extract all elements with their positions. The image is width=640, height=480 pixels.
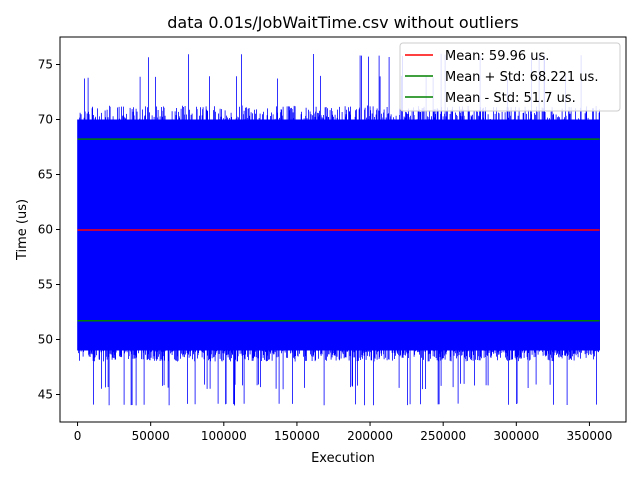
x-axis-label: Execution <box>311 451 375 466</box>
legend-entry-mean-plus-std-label: Mean + Std: 68.221 us. <box>445 70 598 85</box>
x-axis-ticks: 0 50000 100000 150000 200000 250000 300000 3500… <box>74 422 613 443</box>
x-tick-label: 150000 <box>274 429 320 443</box>
x-tick-label: 200000 <box>347 429 393 443</box>
x-tick-label: 250000 <box>420 429 466 443</box>
series-layer <box>77 53 600 406</box>
y-axis-label: Time (us) <box>15 199 30 261</box>
raw-series-line <box>77 53 600 406</box>
x-tick-label: 100000 <box>201 429 247 443</box>
y-tick-label: 75 <box>38 58 53 72</box>
chart-title: data 0.01s/JobWaitTime.csv without outli… <box>167 13 518 32</box>
legend-entry-mean-minus-std-label: Mean - Std: 51.7 us. <box>445 91 576 106</box>
x-tick-label: 50000 <box>132 429 170 443</box>
legend-box <box>399 42 621 112</box>
legend-items: Mean: 59.96 us. Mean + Std: 68.221 us. Mea… <box>405 49 598 106</box>
legend-entry-mean-label: Mean: 59.96 us. <box>445 49 549 64</box>
y-tick-label: 45 <box>38 388 53 402</box>
y-tick-label: 50 <box>38 333 53 347</box>
y-axis-ticks: 45 50 55 60 65 70 75 <box>38 58 60 402</box>
legend[interactable]: Mean: 59.96 us. Mean + Std: 68.221 us. Mea… <box>399 42 621 112</box>
y-tick-label: 60 <box>38 223 53 237</box>
y-tick-label: 55 <box>38 278 53 292</box>
y-tick-label: 65 <box>38 168 53 182</box>
x-tick-label: 300000 <box>493 429 539 443</box>
x-tick-label: 0 <box>74 429 82 443</box>
x-tick-label: 350000 <box>567 429 613 443</box>
y-tick-label: 70 <box>38 113 53 127</box>
plot-area <box>77 53 600 406</box>
